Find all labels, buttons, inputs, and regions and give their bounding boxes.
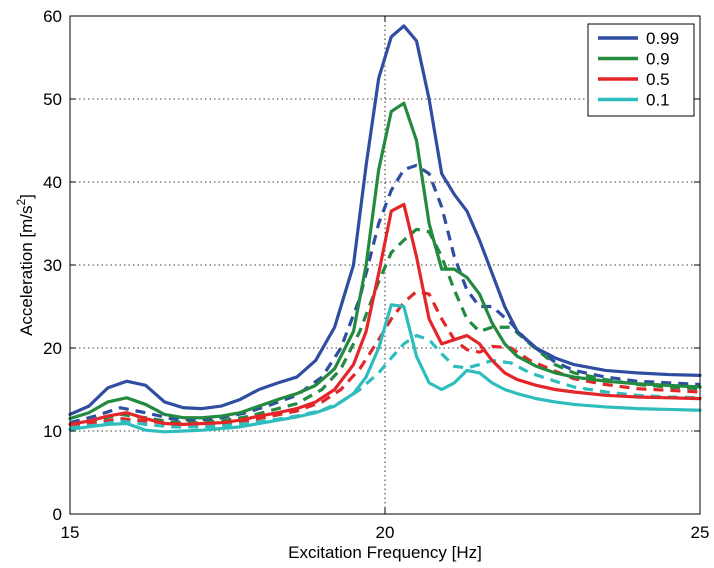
y-tick-label: 0 [53, 505, 62, 524]
legend-label: 0.5 [646, 70, 670, 89]
x-tick-label: 20 [376, 523, 395, 542]
legend-label: 0.9 [646, 50, 670, 69]
series-line-solid-0 [68, 24, 702, 416]
y-axis-label-base: Acceleration [m/s [17, 206, 36, 336]
x-tick-label: 15 [61, 523, 80, 542]
series-line-solid-1 [68, 101, 702, 421]
y-tick-label: 20 [43, 339, 62, 358]
series-line-solid-2 [68, 202, 702, 426]
y-axis-label-end: ] [17, 194, 36, 199]
axis-ticks: 15 20 25 0 10 20 30 40 50 60 [43, 7, 709, 542]
legend-label: 0.99 [646, 29, 679, 48]
y-tick-label: 40 [43, 173, 62, 192]
series-layer [68, 24, 702, 434]
legend-label: 0.1 [646, 91, 670, 110]
x-axis-label: Excitation Frequency [Hz] [288, 543, 482, 562]
y-tick-label: 10 [43, 422, 62, 441]
legend: 0.99 0.90.5 0.1 [587, 23, 695, 117]
series-line-dashed-7 [69, 333, 701, 430]
series-line-solid-3 [68, 303, 702, 434]
y-axis-label-superscript: 2 [14, 199, 28, 206]
y-tick-label: 50 [43, 90, 62, 109]
x-tick-label: 25 [691, 523, 710, 542]
y-tick-label: 30 [43, 256, 62, 275]
y-axis-label: Acceleration [m/s2] [14, 194, 36, 336]
y-tick-label: 60 [43, 7, 62, 26]
